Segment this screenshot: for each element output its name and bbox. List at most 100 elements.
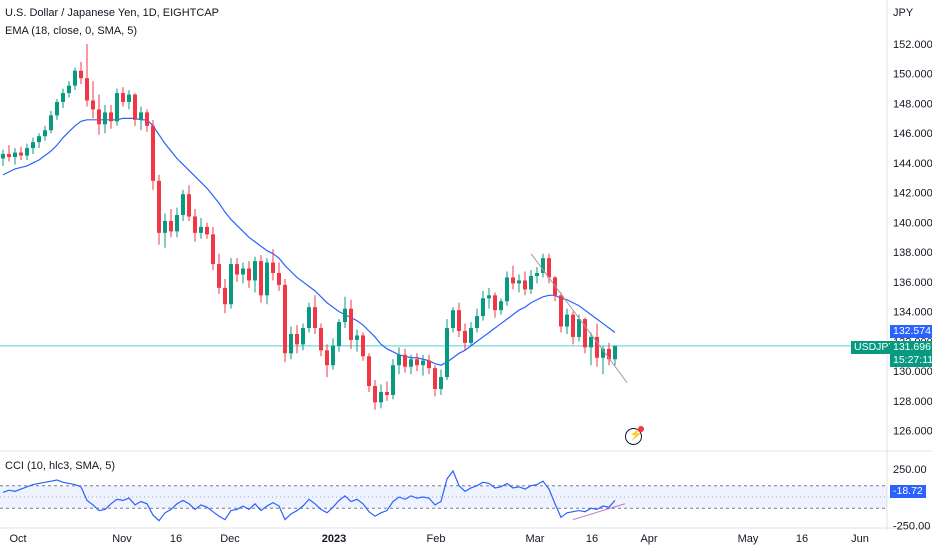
candle-body <box>577 319 581 337</box>
candle-body <box>247 268 251 281</box>
candle-body <box>265 262 269 296</box>
cci-tick-label: 250.00 <box>893 464 927 476</box>
ema-price-badge: 132.574 <box>890 325 932 338</box>
ema-legend[interactable]: EMA (18, close, 0, SMA, 5) <box>5 25 138 37</box>
candle-body <box>451 310 455 329</box>
candle-body <box>133 94 137 120</box>
candle <box>403 348 407 373</box>
candle <box>421 354 425 376</box>
candle <box>577 314 581 342</box>
candle-body <box>187 194 191 217</box>
candle-body <box>175 215 179 232</box>
candle <box>511 265 515 290</box>
candle-body <box>499 301 503 311</box>
cci-legend[interactable]: CCI (10, hlc3, SMA, 5) <box>5 460 116 472</box>
cci-value-badge: -18.72 <box>890 485 926 498</box>
candle-body <box>505 277 509 302</box>
candle-body <box>607 348 611 360</box>
alert-lightning-icon[interactable]: ⚡ <box>625 426 644 445</box>
candle <box>205 222 209 239</box>
candle-body <box>571 314 575 337</box>
candle-body <box>211 234 215 265</box>
candle <box>517 274 521 293</box>
cci-line <box>2 469 616 522</box>
candle <box>145 109 149 132</box>
x-axis[interactable]: Oct Nov 16 Dec 2023 Feb Mar 16 Apr May 16 Jun <box>9 533 868 545</box>
candle <box>163 213 167 248</box>
time-tick-label: 16 <box>586 533 598 545</box>
candle-body <box>181 194 185 216</box>
candle-body <box>271 262 275 273</box>
candle-body <box>481 298 485 317</box>
candle-body <box>313 307 317 329</box>
price-tick-label: 152.000 <box>893 39 932 51</box>
candle-body <box>301 328 305 345</box>
candle <box>391 359 395 400</box>
candle-body <box>439 377 443 389</box>
time-tick-label: Feb <box>427 533 446 545</box>
candle-body <box>163 220 167 233</box>
candle <box>565 308 569 334</box>
candle <box>541 253 545 278</box>
candle <box>583 317 587 354</box>
candle <box>67 81 71 98</box>
candle-body <box>19 152 23 156</box>
chart-title[interactable]: U.S. Dollar / Japanese Yen, 1D, EIGHTCAP <box>5 7 219 19</box>
candle-body <box>145 112 149 126</box>
candle <box>187 185 191 221</box>
candle-body <box>511 277 515 284</box>
candle-body <box>583 319 587 348</box>
time-tick-label: Apr <box>640 533 657 545</box>
last-price-badge: 131.696 <box>890 341 932 354</box>
candle-body <box>25 148 29 156</box>
candle <box>337 319 341 352</box>
candle <box>37 133 41 149</box>
candle <box>505 271 509 306</box>
candle <box>613 345 617 366</box>
candle-body <box>487 295 491 299</box>
candle-body <box>1 154 5 159</box>
trendlines <box>530 253 628 383</box>
candle <box>7 145 11 162</box>
candle <box>295 325 299 354</box>
candle <box>241 262 245 284</box>
candle-body <box>205 226 209 235</box>
price-tick-label: 126.000 <box>893 426 932 438</box>
candle <box>85 44 89 107</box>
candle-body <box>469 328 473 343</box>
candle <box>343 296 347 329</box>
candle-body <box>13 152 17 158</box>
time-tick-label: Oct <box>9 533 26 545</box>
candle <box>139 106 143 131</box>
candle-body <box>199 226 203 233</box>
candle-body <box>463 330 467 343</box>
candle <box>265 258 269 305</box>
candle <box>121 87 125 107</box>
candle <box>79 61 83 85</box>
candle-body <box>397 354 401 366</box>
candle-body <box>421 360 425 366</box>
symbol-badge: USDJPY <box>851 341 899 354</box>
candle-body <box>349 308 353 340</box>
candle <box>487 287 491 309</box>
candle-body <box>529 275 533 290</box>
cci-tick-label: -250.00 <box>893 520 930 532</box>
candle-body <box>523 280 527 290</box>
candle <box>361 332 365 361</box>
candle <box>349 299 353 349</box>
cci-trend-line <box>572 503 626 521</box>
candle <box>409 354 413 375</box>
price-tick-label: 146.000 <box>893 128 932 140</box>
price-grid <box>0 0 932 530</box>
time-tick-label: May <box>738 533 759 545</box>
candle-body <box>49 115 53 131</box>
candle-body <box>559 295 563 327</box>
candle-body <box>169 220 173 232</box>
candle <box>211 226 215 271</box>
candle <box>271 249 275 281</box>
price-trend-line <box>530 253 628 383</box>
candle-body <box>103 112 107 125</box>
y-axis[interactable]: 152.000 150.000 148.000 146.000 144.000 142.0… <box>893 39 932 532</box>
price-tick-label: 150.000 <box>893 69 932 81</box>
